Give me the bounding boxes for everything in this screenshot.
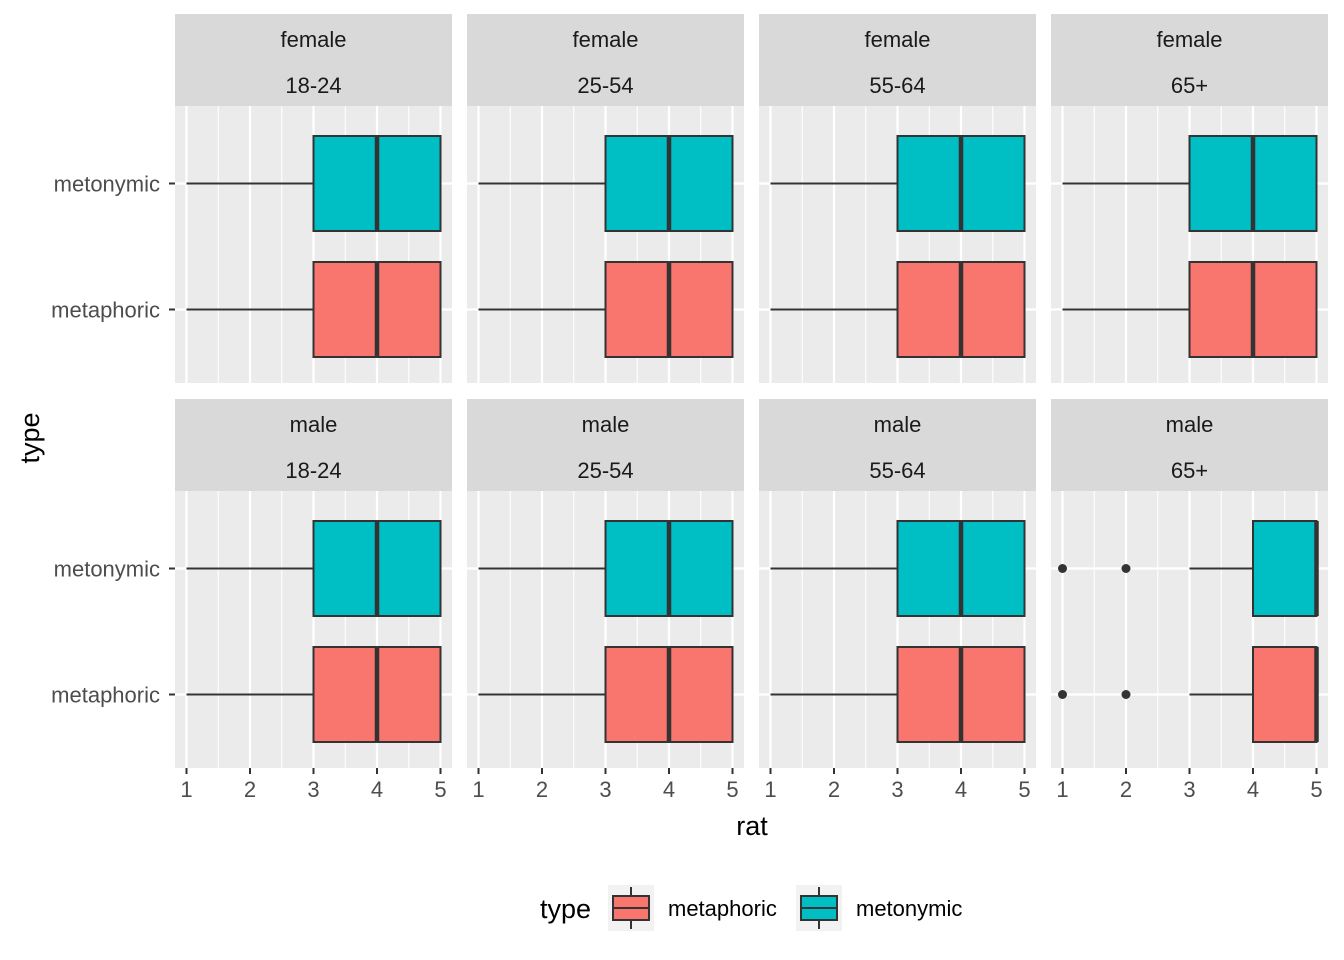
facet-panel: male 65+ 1 2 3 4 5 bbox=[1051, 399, 1328, 802]
facet-strip-col-label: 65+ bbox=[1171, 458, 1208, 483]
outlier-point bbox=[1058, 564, 1067, 573]
x-tick-label: 3 bbox=[307, 777, 319, 802]
box-metonymic bbox=[478, 520, 734, 617]
facet-strip-row-label: female bbox=[864, 27, 930, 52]
box-metonymic bbox=[186, 135, 442, 232]
x-tick-label: 5 bbox=[726, 777, 738, 802]
facet-panel: female 25-54 bbox=[467, 14, 744, 383]
facet-panel: male 25-54 1 2 3 4 5 bbox=[467, 399, 744, 802]
y-tick-label: metonymic bbox=[54, 557, 160, 582]
box-metaphoric bbox=[186, 261, 442, 358]
facet-strip bbox=[759, 399, 1036, 491]
box-metonymic bbox=[770, 135, 1026, 232]
legend-key-metaphoric bbox=[608, 885, 654, 931]
x-axis-title: rat bbox=[736, 811, 768, 841]
box-iqr bbox=[1252, 646, 1318, 743]
facet-strip bbox=[1051, 14, 1328, 106]
facet-strip-row-label: male bbox=[1166, 412, 1214, 437]
box-metonymic bbox=[186, 520, 442, 617]
x-tick-label: 5 bbox=[1018, 777, 1030, 802]
facet-strip-col-label: 55-64 bbox=[869, 73, 925, 98]
facet-panels: female 18-24 metaphoric metonymic female 25-5… bbox=[51, 14, 1328, 802]
box-metonymic bbox=[1058, 520, 1319, 617]
x-tick-label: 3 bbox=[891, 777, 903, 802]
x-tick-label: 3 bbox=[599, 777, 611, 802]
x-tick-label: 4 bbox=[1247, 777, 1259, 802]
x-tick-label: 1 bbox=[1056, 777, 1068, 802]
box-metaphoric bbox=[770, 646, 1026, 743]
x-tick-label: 4 bbox=[663, 777, 675, 802]
box-metaphoric bbox=[770, 261, 1026, 358]
facet-strip-row-label: male bbox=[874, 412, 922, 437]
x-tick-label: 1 bbox=[180, 777, 192, 802]
facet-strip-col-label: 18-24 bbox=[285, 458, 341, 483]
x-tick-label: 2 bbox=[244, 777, 256, 802]
x-tick-label: 1 bbox=[764, 777, 776, 802]
y-tick-label: metaphoric bbox=[51, 298, 160, 323]
facet-strip-col-label: 65+ bbox=[1171, 73, 1208, 98]
legend-key-metonymic bbox=[796, 885, 842, 931]
facet-strip bbox=[175, 14, 452, 106]
x-tick-label: 4 bbox=[955, 777, 967, 802]
facet-strip bbox=[759, 14, 1036, 106]
x-tick-label: 2 bbox=[1120, 777, 1132, 802]
y-axis-title: type bbox=[15, 412, 45, 463]
box-metaphoric bbox=[1058, 646, 1319, 743]
facet-strip bbox=[467, 14, 744, 106]
box-metonymic bbox=[478, 135, 734, 232]
outlier-point bbox=[1058, 690, 1067, 699]
facet-strip bbox=[1051, 399, 1328, 491]
facet-strip-row-label: female bbox=[1156, 27, 1222, 52]
x-tick-label: 2 bbox=[828, 777, 840, 802]
facet-panel: male 18-24 1 2 3 4 5 metaphoric metonymic bbox=[51, 399, 452, 802]
facet-strip-row-label: female bbox=[280, 27, 346, 52]
x-tick-label: 2 bbox=[536, 777, 548, 802]
facet-panel: female 18-24 metaphoric metonymic bbox=[51, 14, 452, 383]
x-tick-label: 1 bbox=[472, 777, 484, 802]
facet-panel: male 55-64 1 2 3 4 5 bbox=[759, 399, 1036, 802]
facet-strip-col-label: 25-54 bbox=[577, 458, 633, 483]
box-metaphoric bbox=[478, 646, 734, 743]
outlier-point bbox=[1121, 564, 1131, 573]
facet-strip-row-label: male bbox=[290, 412, 338, 437]
box-iqr bbox=[1252, 520, 1318, 617]
facet-panel: female 65+ bbox=[1051, 14, 1328, 383]
box-metonymic bbox=[1062, 135, 1318, 232]
facet-strip-col-label: 18-24 bbox=[285, 73, 341, 98]
legend-label: metonymic bbox=[856, 896, 962, 921]
facet-strip-row-label: male bbox=[582, 412, 630, 437]
x-tick-label: 5 bbox=[1310, 777, 1322, 802]
facet-strip bbox=[467, 399, 744, 491]
box-metaphoric bbox=[186, 646, 442, 743]
legend-title: type bbox=[540, 894, 591, 924]
legend: type metaphoric metonymic bbox=[540, 885, 962, 931]
legend-label: metaphoric bbox=[668, 896, 777, 921]
x-tick-label: 5 bbox=[434, 777, 446, 802]
facet-panel: female 55-64 bbox=[759, 14, 1036, 383]
y-tick-label: metaphoric bbox=[51, 683, 160, 708]
facet-strip bbox=[175, 399, 452, 491]
y-tick-label: metonymic bbox=[54, 172, 160, 197]
box-metonymic bbox=[770, 520, 1026, 617]
x-tick-label: 3 bbox=[1183, 777, 1195, 802]
facet-strip-row-label: female bbox=[572, 27, 638, 52]
outlier-point bbox=[1121, 690, 1131, 699]
facet-strip-col-label: 55-64 bbox=[869, 458, 925, 483]
box-metaphoric bbox=[478, 261, 734, 358]
box-metaphoric bbox=[1062, 261, 1318, 358]
x-tick-label: 4 bbox=[371, 777, 383, 802]
facet-strip-col-label: 25-54 bbox=[577, 73, 633, 98]
